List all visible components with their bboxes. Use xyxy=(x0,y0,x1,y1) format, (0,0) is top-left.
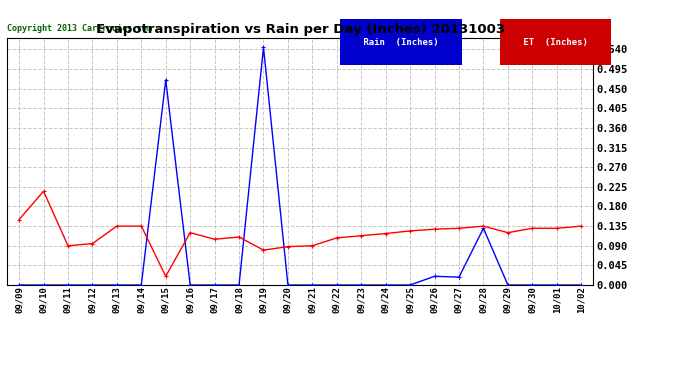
Title: Evapotranspiration vs Rain per Day (Inches) 20131003: Evapotranspiration vs Rain per Day (Inch… xyxy=(96,23,504,36)
Text: ET  (Inches): ET (Inches) xyxy=(518,38,593,46)
Text: Rain  (Inches): Rain (Inches) xyxy=(358,38,444,46)
Text: Copyright 2013 Cartronics.com: Copyright 2013 Cartronics.com xyxy=(7,24,152,33)
